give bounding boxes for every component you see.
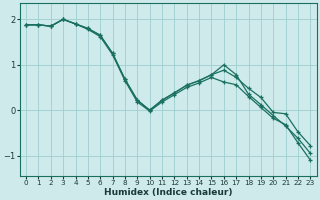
X-axis label: Humidex (Indice chaleur): Humidex (Indice chaleur) xyxy=(104,188,232,197)
